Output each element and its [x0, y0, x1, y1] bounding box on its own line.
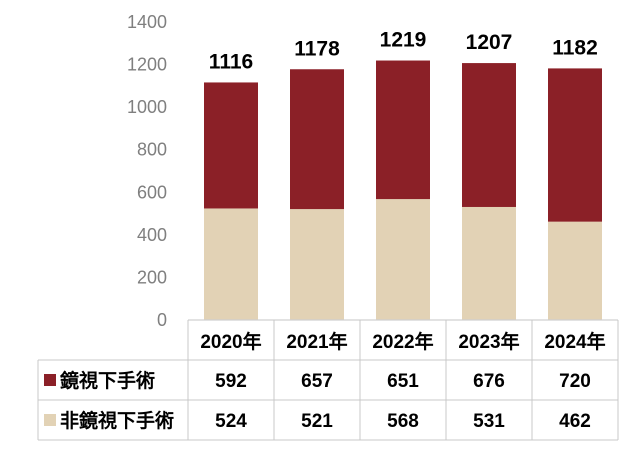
bar-segment-endoscopic: [376, 60, 430, 200]
y-tick-label: 200: [137, 267, 167, 287]
bar-segment-endoscopic: [548, 68, 602, 222]
data-table-value: 568: [387, 411, 419, 432]
bar-segment-endoscopic: [204, 82, 258, 209]
legend-label: 非鏡視下手術: [60, 409, 174, 432]
y-tick-label: 400: [137, 225, 167, 245]
data-table-value: 657: [301, 371, 333, 392]
y-tick-label: 1200: [127, 55, 167, 75]
x-category-label: 2024年: [544, 330, 605, 353]
data-table-value: 720: [559, 371, 591, 392]
bar-segment-non-endoscopic: [290, 209, 344, 320]
bar-segment-endoscopic: [290, 69, 344, 210]
data-table-value: 462: [559, 411, 591, 432]
data-table-value: 531: [473, 411, 505, 432]
data-table-value: 521: [301, 411, 333, 432]
data-table-value: 592: [215, 371, 247, 392]
bar-segment-non-endoscopic: [376, 199, 430, 320]
legend-swatch: [44, 414, 56, 426]
bar-total-label: 1116: [209, 50, 253, 73]
y-tick-label: 0: [157, 310, 167, 330]
bar-total-label: 1178: [294, 37, 340, 60]
bars: [204, 60, 602, 320]
x-category-label: 2020年: [200, 330, 261, 353]
data-table-value: 676: [473, 371, 505, 392]
y-tick-label: 1400: [127, 12, 167, 32]
bar-total-label: 1207: [466, 31, 513, 54]
x-category-label: 2023年: [458, 330, 519, 353]
legend-swatch: [44, 374, 56, 386]
data-table-value: 651: [387, 371, 419, 392]
bar-segment-endoscopic: [462, 63, 516, 207]
bar-segment-non-endoscopic: [204, 208, 258, 320]
x-category-label: 2021年: [286, 330, 347, 353]
data-table-value: 524: [215, 411, 247, 432]
y-tick-label: 800: [137, 140, 167, 160]
legend-label: 鏡視下手術: [60, 369, 155, 392]
bar-total-label: 1219: [380, 29, 427, 52]
y-tick-label: 1000: [127, 97, 167, 117]
y-tick-label: 600: [137, 182, 167, 202]
y-axis-ticks: 0 200 400 600 800 1000 1200 1400: [127, 12, 167, 330]
x-category-label: 2022年: [372, 330, 433, 353]
bar-segment-non-endoscopic: [548, 221, 602, 320]
bar-segment-non-endoscopic: [462, 206, 516, 320]
bar-total-label: 1182: [552, 36, 598, 59]
total-labels: 1116 1178 1219 1207 1182: [209, 29, 598, 74]
